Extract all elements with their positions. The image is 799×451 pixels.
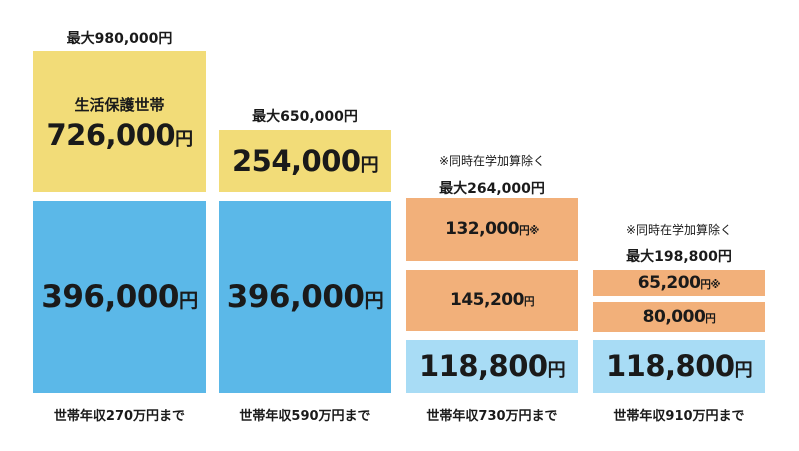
category-label: 世帯年収910万円まで (613, 409, 745, 424)
data-label-unit: 円 (175, 128, 193, 150)
data-label-value: 118,800 (418, 349, 548, 383)
data-label-unit: 円 (705, 312, 716, 325)
data-label: 254,000円 (231, 143, 379, 178)
max-amount-label: 最大264,000円 (439, 181, 545, 197)
category-label: 世帯年収730万円まで (426, 409, 558, 424)
data-label-value: 145,200 (450, 290, 524, 310)
bar-segment-base: 396,000円 (219, 201, 391, 393)
data-label: 396,000円 (226, 278, 384, 315)
segment-sublabel: 生活保護世帯 (74, 95, 165, 114)
data-label-value: 726,000 (46, 117, 176, 152)
data-label: 65,200円※ (637, 272, 721, 293)
data-label: 118,800円 (605, 349, 753, 383)
data-label-value: 254,000 (231, 143, 361, 178)
bar-segment-base: 396,000円 (33, 201, 206, 393)
data-label: 145,200円 (450, 292, 534, 309)
bar-segment-mid: 80,000円 (593, 302, 765, 332)
exclusion-note: ※同時在学加算除く (625, 223, 733, 237)
data-label: 132,000円※ (445, 221, 539, 238)
max-amount-label: 最大980,000円 (66, 31, 173, 47)
bar-segment-top: 65,200円※ (593, 270, 765, 296)
data-label-unit: 円 (364, 288, 384, 312)
data-label-value: 396,000 (41, 278, 179, 315)
data-label-unit: 円※ (519, 225, 539, 237)
bar-segment-base: 118,800円 (593, 340, 765, 393)
max-amount-label: 最大198,800円 (626, 249, 732, 265)
data-label-unit: 円 (178, 288, 198, 312)
data-label: 118,800円 (418, 349, 566, 383)
bar-segment-base: 118,800円 (406, 340, 578, 393)
bar-segment-top: 生活保護世帯 726,000円 (33, 51, 206, 192)
data-label-value: 118,800 (605, 349, 735, 383)
data-label: 396,000円 (41, 278, 198, 315)
exclusion-note: ※同時在学加算除く (438, 154, 546, 168)
bar-segment-top: 254,000円 (219, 130, 391, 192)
max-amount-label: 最大650,000円 (252, 109, 358, 125)
bar-segment-top: 132,000円※ (406, 198, 578, 261)
category-label: 世帯年収590万円まで (239, 409, 371, 424)
data-label: 726,000円 (46, 117, 193, 152)
data-label-unit: 円 (547, 360, 566, 381)
data-label-value: 396,000 (226, 278, 365, 315)
data-label-value: 132,000 (445, 219, 520, 239)
data-label-value: 65,200 (637, 272, 701, 293)
data-label: 80,000円 (642, 306, 716, 327)
bar-segment-mid: 145,200円 (406, 270, 578, 331)
data-label-value: 80,000 (642, 306, 706, 327)
category-label: 世帯年収270万円まで (53, 409, 186, 424)
data-label-unit: 円 (734, 360, 753, 381)
data-label-unit: 円 (523, 296, 535, 308)
data-label-unit: 円 (360, 154, 379, 176)
data-label-unit: 円※ (700, 278, 721, 291)
